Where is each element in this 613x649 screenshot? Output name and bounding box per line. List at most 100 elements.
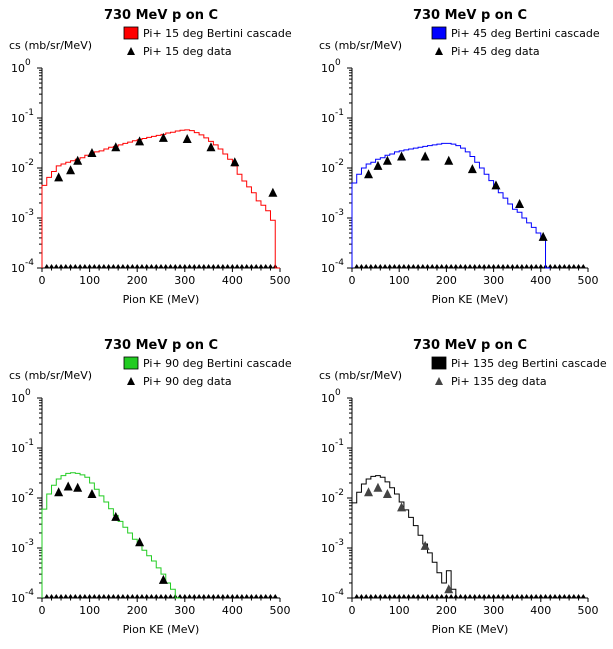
baseline-marker	[481, 594, 487, 598]
baseline-marker	[524, 594, 530, 598]
baseline-marker	[453, 264, 459, 268]
x-tick-label: 200	[127, 604, 148, 617]
baseline-marker	[225, 264, 231, 268]
baseline-marker	[500, 264, 506, 268]
x-tick-label: 100	[79, 604, 100, 617]
baseline-marker	[486, 264, 492, 268]
data-point	[420, 151, 430, 161]
baseline-marker	[110, 594, 116, 598]
baseline-marker	[571, 264, 577, 268]
baseline-marker	[561, 594, 567, 598]
baseline-marker	[191, 594, 197, 598]
baseline-marker	[144, 264, 150, 268]
baseline-marker	[467, 264, 473, 268]
baseline-marker	[443, 594, 449, 598]
chart-title: 730 MeV p on C	[104, 8, 218, 23]
baseline-marker	[387, 264, 393, 268]
y-tick-label: 10-4	[11, 588, 34, 605]
y-tick-label: 10-3	[11, 208, 34, 225]
baseline-marker	[44, 594, 50, 598]
chart-panel: 730 MeV p on C cs (mb/sr/MeV) Pion KE (MeV…	[319, 8, 600, 306]
x-tick-label: 400	[530, 274, 551, 287]
x-tick-label: 500	[270, 274, 291, 287]
x-tick-label: 0	[39, 274, 46, 287]
baseline-marker	[448, 594, 454, 598]
baseline-marker	[377, 594, 383, 598]
baseline-marker	[363, 594, 369, 598]
baseline-marker	[115, 594, 121, 598]
baseline-marker	[248, 264, 254, 268]
baseline-marker	[239, 594, 245, 598]
baseline-marker	[58, 594, 64, 598]
baseline-marker	[101, 264, 107, 268]
legend-marker	[127, 377, 135, 385]
legend-marker	[435, 47, 443, 55]
baseline-marker	[263, 264, 269, 268]
baseline-marker	[253, 594, 259, 598]
x-tick-label: 300	[174, 274, 195, 287]
baseline-marker	[396, 264, 402, 268]
baseline-marker	[538, 264, 544, 268]
baseline-marker	[182, 264, 188, 268]
baseline-marker	[368, 594, 374, 598]
baseline-marker	[425, 594, 431, 598]
baseline-marker	[91, 264, 97, 268]
legend-label: Pi+ 45 deg Bertini cascade	[451, 27, 600, 40]
baseline-marker	[125, 264, 131, 268]
baseline-marker	[495, 594, 501, 598]
baseline-marker	[96, 264, 102, 268]
baseline-marker	[101, 594, 107, 598]
baseline-marker	[272, 594, 278, 598]
y-tick-label: 10-1	[321, 438, 344, 455]
baseline-marker	[139, 594, 145, 598]
baseline-marker	[472, 264, 478, 268]
baseline-marker	[239, 264, 245, 268]
y-axis-label: cs (mb/sr/MeV)	[319, 369, 402, 382]
baseline-marker	[148, 264, 154, 268]
baseline-marker	[519, 264, 525, 268]
baseline-marker	[509, 594, 515, 598]
legend-label: Pi+ 45 deg data	[451, 45, 540, 58]
y-tick-label: 100	[321, 388, 341, 405]
x-tick-label: 400	[530, 604, 551, 617]
baseline-marker	[538, 594, 544, 598]
baseline-marker	[415, 594, 421, 598]
data-point	[158, 574, 168, 584]
baseline-marker	[172, 264, 178, 268]
baseline-marker	[547, 264, 553, 268]
x-tick-label: 200	[436, 274, 457, 287]
baseline-marker	[163, 594, 169, 598]
baseline-marker	[410, 594, 416, 598]
legend-label: Pi+ 15 deg Bertini cascade	[143, 27, 292, 40]
baseline-marker	[509, 264, 515, 268]
baseline-marker	[406, 594, 412, 598]
data-point	[182, 134, 192, 144]
legend-label: Pi+ 135 deg Bertini cascade	[451, 357, 607, 370]
data-point	[135, 136, 145, 146]
baseline-marker	[396, 594, 402, 598]
data-point	[63, 481, 73, 491]
legend-swatch	[431, 356, 447, 370]
baseline-marker	[72, 594, 78, 598]
data-point	[87, 147, 97, 157]
y-tick-label: 100	[321, 58, 341, 75]
data-point	[491, 180, 501, 190]
baseline-marker	[387, 594, 393, 598]
baseline-marker	[458, 264, 464, 268]
baseline-marker	[363, 264, 369, 268]
baseline-marker	[377, 264, 383, 268]
data-point	[54, 172, 64, 182]
baseline-marker	[253, 264, 259, 268]
data-point	[397, 502, 407, 512]
baseline-marker	[72, 264, 78, 268]
baseline-marker	[476, 594, 482, 598]
y-tick-label: 10-3	[321, 538, 344, 555]
data-point	[111, 511, 121, 521]
data-point	[382, 155, 392, 165]
y-tick-label: 10-2	[321, 488, 344, 505]
baseline-marker	[53, 594, 59, 598]
baseline-marker	[391, 264, 397, 268]
baseline-marker	[148, 594, 154, 598]
baseline-marker	[358, 594, 364, 598]
